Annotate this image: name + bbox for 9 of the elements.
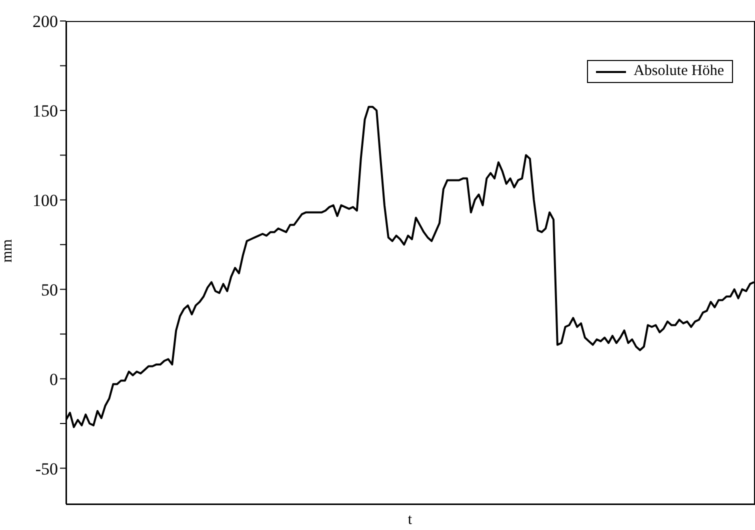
y-tick-label: 200 xyxy=(32,12,58,32)
y-tick-label: 100 xyxy=(32,190,58,210)
y-axis-title: mm xyxy=(0,238,16,262)
legend-label: Absolute Höhe xyxy=(634,63,724,80)
x-axis-title: t xyxy=(408,512,413,528)
y-tick-label: -50 xyxy=(35,459,58,478)
y-tick-label: 150 xyxy=(32,101,58,120)
y-tick-label: 50 xyxy=(41,280,58,300)
y-tick-label: 0 xyxy=(50,370,58,389)
